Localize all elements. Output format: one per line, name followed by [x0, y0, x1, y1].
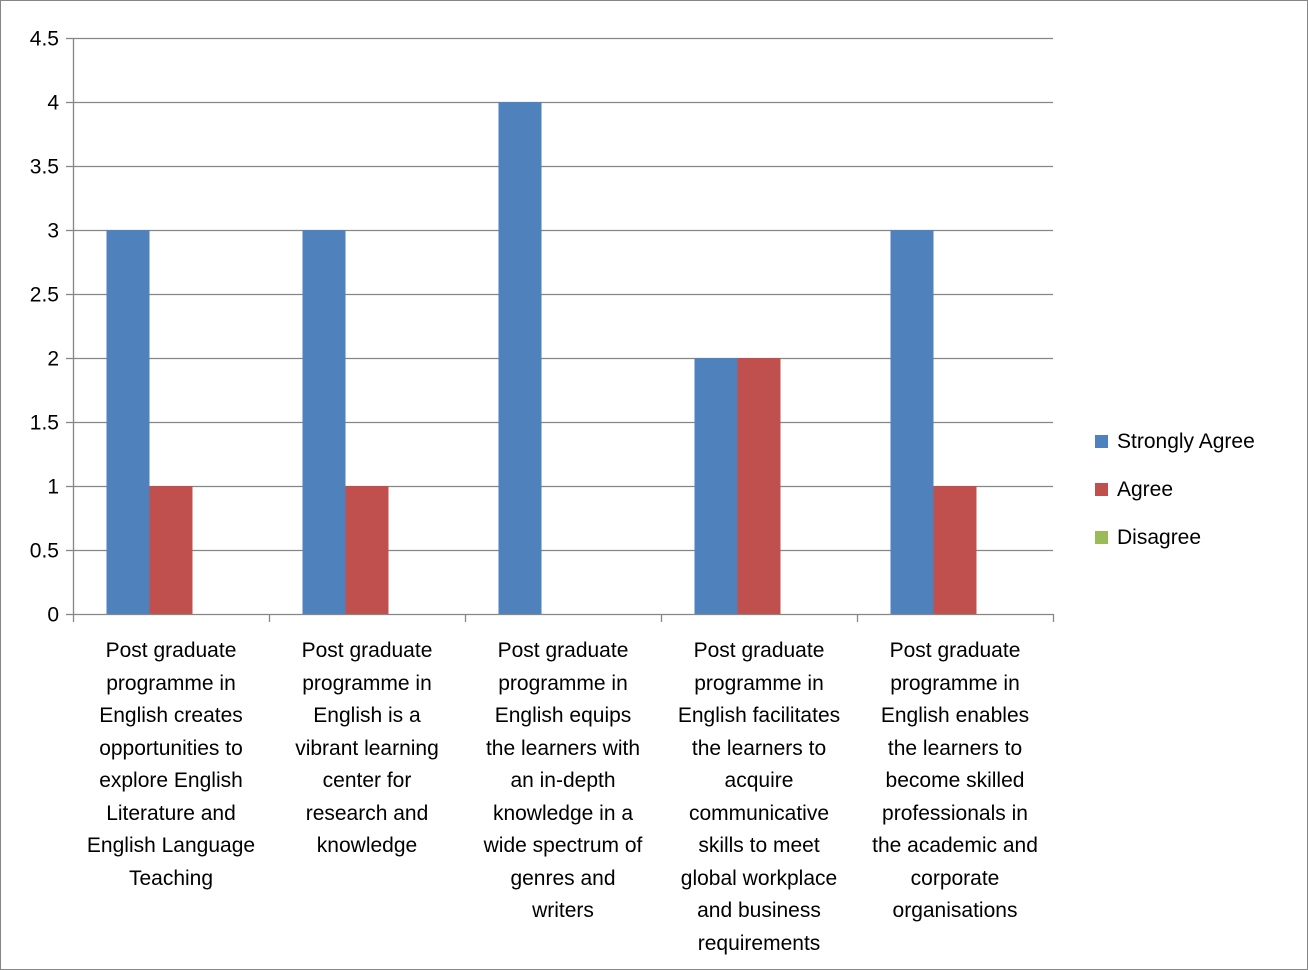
- y-tick-label: 1.5: [30, 412, 59, 435]
- x-category-label-line: global workplace: [680, 866, 838, 890]
- y-tick-label: 2.5: [30, 284, 59, 307]
- x-category-label-line: writers: [532, 899, 594, 922]
- x-category-label-line: organisations: [892, 899, 1018, 922]
- bar-strongly-agree: [694, 358, 738, 614]
- x-category-label-line: English enables: [880, 704, 1030, 727]
- bar-agree: [149, 486, 193, 614]
- x-category-label: Post graduate programme in English creates…: [75, 635, 267, 895]
- x-category-label-line: professionals in: [882, 801, 1028, 825]
- x-category-label-line: an in-depth: [510, 769, 616, 792]
- x-category-label: Post graduate programme in English equips t…: [467, 635, 659, 928]
- x-category-label-line: Post graduate: [693, 639, 825, 662]
- x-category-label-line: Literature and: [106, 801, 236, 825]
- y-tick-label: 1: [47, 476, 59, 499]
- x-category-label-line: programme in: [694, 671, 824, 695]
- y-tick-label: 0.5: [30, 540, 59, 563]
- bar-agree: [737, 358, 781, 614]
- x-category-label-line: research and: [305, 801, 429, 825]
- bar-strongly-agree: [890, 230, 934, 614]
- x-category-label-line: programme in: [890, 671, 1020, 695]
- x-category-label-line: Teaching: [128, 866, 214, 890]
- y-tick-label: 0: [47, 604, 59, 627]
- legend-label: Strongly Agree: [1117, 430, 1255, 453]
- x-category-label-line: the learners to: [691, 736, 827, 760]
- y-tick-label: 4.5: [30, 28, 59, 51]
- x-category-label-line: the academic and: [872, 834, 1038, 857]
- x-category-label-line: acquire: [724, 769, 794, 792]
- bar-strongly-agree: [106, 230, 150, 614]
- x-category-label-line: center for: [322, 769, 412, 792]
- x-category-label-line: English facilitates: [677, 704, 841, 727]
- y-tick-label: 3: [47, 220, 59, 243]
- x-category-label-line: explore English: [99, 769, 243, 792]
- x-category-label-line: skills to meet: [698, 834, 820, 857]
- x-category-label-line: Post graduate: [105, 639, 237, 662]
- x-category-label-line: English creates: [99, 704, 243, 727]
- x-category-label-line: programme in: [106, 671, 236, 695]
- x-category-label-line: knowledge in a: [492, 801, 634, 825]
- x-category-label-line: communicative: [688, 801, 830, 825]
- x-category-label-line: and business: [697, 899, 821, 922]
- legend-swatch: [1095, 435, 1108, 448]
- x-category-label: Post graduate programme in English is a vib…: [271, 635, 463, 863]
- x-category-label-line: become skilled: [885, 769, 1025, 792]
- x-category-label-line: wide spectrum of: [483, 834, 643, 857]
- x-category-label-line: Post graduate: [301, 639, 433, 662]
- x-category-label-line: opportunities to: [99, 736, 243, 760]
- x-category-label-line: genres and: [510, 866, 616, 890]
- y-tick-label: 4: [47, 92, 59, 115]
- legend-label: Disagree: [1117, 526, 1202, 549]
- x-category-label-line: knowledge: [316, 834, 418, 857]
- bar-strongly-agree: [498, 102, 542, 614]
- legend-label: Agree: [1117, 478, 1174, 501]
- x-category-label-line: corporate: [910, 866, 1000, 890]
- x-category-label-line: vibrant learning: [295, 736, 439, 760]
- x-category-label: Post graduate programme in English facilit…: [663, 635, 855, 960]
- x-category-label-line: programme in: [302, 671, 432, 695]
- x-category-label-line: Post graduate: [889, 639, 1021, 662]
- y-tick-label: 3.5: [30, 156, 59, 179]
- x-category-label-line: English Language: [86, 834, 256, 857]
- x-category-label-line: the learners with: [485, 736, 641, 760]
- x-category-label-line: programme in: [498, 671, 628, 695]
- x-category-label-line: English is a: [313, 704, 421, 727]
- bar-agree: [933, 486, 977, 614]
- y-tick-label: 2: [47, 348, 59, 371]
- x-category-label-line: requirements: [697, 931, 821, 955]
- bar-strongly-agree: [302, 230, 346, 614]
- x-category-label-line: English equips: [494, 704, 632, 727]
- x-category-label-line: Post graduate: [497, 639, 629, 662]
- legend-swatch: [1095, 531, 1108, 544]
- x-category-label: Post graduate programme in English enables…: [859, 635, 1051, 928]
- x-category-label-line: the learners to: [887, 736, 1023, 760]
- legend-swatch: [1095, 483, 1108, 496]
- bar-agree: [345, 486, 389, 614]
